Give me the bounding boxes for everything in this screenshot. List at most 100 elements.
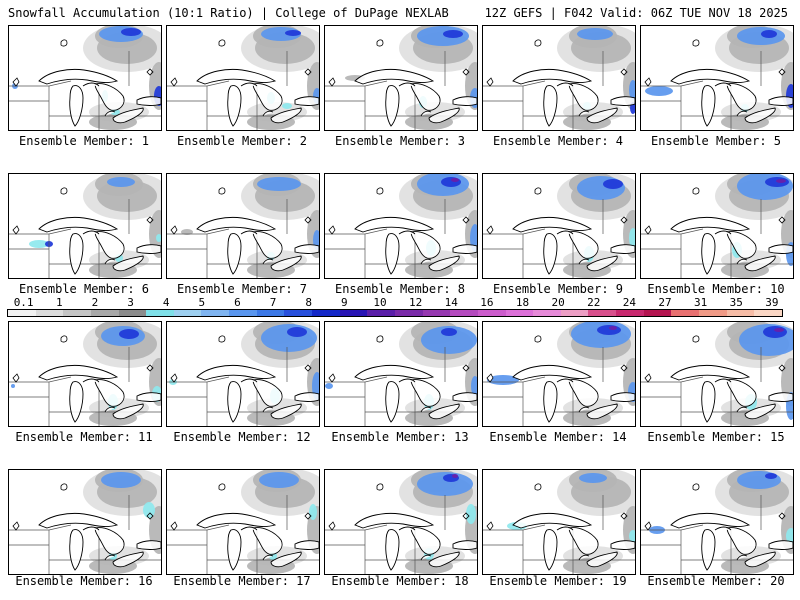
lake-shoreline xyxy=(385,381,400,423)
colorbar-swatch xyxy=(173,310,202,316)
lake-shoreline xyxy=(726,527,757,555)
lake-shoreline xyxy=(94,83,125,111)
lake-shoreline xyxy=(670,365,751,381)
colorbar-swatch xyxy=(201,310,230,316)
lake-shoreline xyxy=(543,85,558,127)
snowfall-area xyxy=(441,328,457,336)
lake-shoreline xyxy=(385,85,400,127)
snowfall-area xyxy=(443,30,463,38)
ensemble-map-panel xyxy=(166,25,320,131)
ensemble-member-label: Ensemble Member: 5 xyxy=(650,134,782,148)
ensemble-map-panel xyxy=(8,173,162,279)
lake-shoreline xyxy=(38,365,119,381)
snowfall-area xyxy=(101,472,141,488)
lake-shoreline xyxy=(744,403,776,420)
lake-shoreline xyxy=(398,378,416,383)
snowfall-map xyxy=(483,470,635,574)
ensemble-map-panel xyxy=(166,173,320,279)
snowfall-area xyxy=(119,329,139,339)
snowfall-map xyxy=(167,322,319,426)
lake-shoreline xyxy=(543,233,558,275)
ensemble-member-label: Ensemble Member: 3 xyxy=(334,134,466,148)
lake-shoreline xyxy=(586,403,618,420)
colorbar-tick-label: 8 xyxy=(305,296,312,309)
lake-nipissing xyxy=(304,68,312,76)
lake-shoreline xyxy=(586,551,618,568)
snowfall-area xyxy=(761,30,777,38)
snowfall-map xyxy=(641,174,793,278)
snowfall-shading xyxy=(645,26,793,130)
great-lakes-outline xyxy=(354,365,477,423)
snowfall-map xyxy=(483,26,635,130)
great-lakes-outline xyxy=(38,217,161,275)
lake-of-the-woods xyxy=(644,77,652,87)
lake-shoreline xyxy=(768,392,793,402)
lake-nipigon xyxy=(534,39,542,47)
lake-nipissing xyxy=(146,512,154,520)
colorbar-swatch xyxy=(229,310,257,316)
lake-nipissing xyxy=(304,512,312,520)
snowfall-map xyxy=(325,322,477,426)
snowfall-area xyxy=(181,229,193,235)
lake-of-the-woods xyxy=(644,521,652,531)
lake-shoreline xyxy=(227,529,242,571)
lake-shoreline xyxy=(354,69,435,85)
colorbar-tick-label: 12 xyxy=(408,296,423,309)
snowfall-map xyxy=(483,174,635,278)
snowfall-map xyxy=(483,322,635,426)
colorbar-swatch xyxy=(422,310,451,316)
colorbar-tick-label: 6 xyxy=(234,296,241,309)
lake-of-the-woods xyxy=(486,77,494,87)
lake-shoreline xyxy=(420,110,432,117)
snowfall-shading xyxy=(715,174,793,278)
lake-shoreline xyxy=(410,83,441,111)
snowfall-area xyxy=(259,472,299,488)
snowfall-area xyxy=(737,27,785,45)
lake-nipissing xyxy=(778,364,786,372)
ensemble-map-panel xyxy=(640,469,794,575)
lake-of-the-woods xyxy=(170,373,178,383)
colorbar-swatch xyxy=(146,310,174,316)
colorbar-swatch xyxy=(643,310,672,316)
map-title: Snowfall Accumulation (10:1 Ratio) | Col… xyxy=(8,6,449,20)
lake-nipigon xyxy=(376,39,384,47)
lake-shoreline xyxy=(69,381,84,423)
lake-shoreline xyxy=(568,231,599,259)
lake-nipissing xyxy=(304,364,312,372)
snowfall-area xyxy=(257,177,301,191)
lake-shoreline xyxy=(354,365,435,381)
snowfall-map xyxy=(167,470,319,574)
ensemble-map-panel xyxy=(166,469,320,575)
snowfall-area xyxy=(645,86,673,96)
great-lakes-outline xyxy=(670,513,793,571)
lake-shoreline xyxy=(578,258,590,265)
snowfall-map xyxy=(167,174,319,278)
colorbar-tick-label: 7 xyxy=(269,296,277,309)
lake-shoreline xyxy=(252,83,283,111)
great-lakes-outline xyxy=(38,69,161,127)
lake-shoreline xyxy=(227,233,242,275)
colorbar-swatch xyxy=(588,310,617,316)
lake-shoreline xyxy=(428,255,460,272)
lake-shoreline xyxy=(262,110,274,117)
lake-shoreline xyxy=(768,540,793,550)
ensemble-map-panel xyxy=(482,469,636,575)
lake-nipigon xyxy=(534,483,542,491)
lake-shoreline xyxy=(262,258,274,265)
ensemble-map-panel xyxy=(640,321,794,427)
great-lakes-outline xyxy=(354,69,477,127)
lake-shoreline xyxy=(69,85,84,127)
snowfall-area xyxy=(287,327,307,337)
lake-shoreline xyxy=(556,82,574,87)
lake-shoreline xyxy=(670,217,751,233)
snowfall-area xyxy=(285,30,301,36)
snowfall-map xyxy=(641,322,793,426)
lake-shoreline xyxy=(452,392,477,402)
lake-nipigon xyxy=(218,39,226,47)
snowfall-shading xyxy=(241,470,319,574)
lake-nipissing xyxy=(146,68,154,76)
lake-shoreline xyxy=(568,527,599,555)
lake-nipigon xyxy=(60,335,68,343)
lake-shoreline xyxy=(69,233,84,275)
lake-shoreline xyxy=(136,392,161,402)
